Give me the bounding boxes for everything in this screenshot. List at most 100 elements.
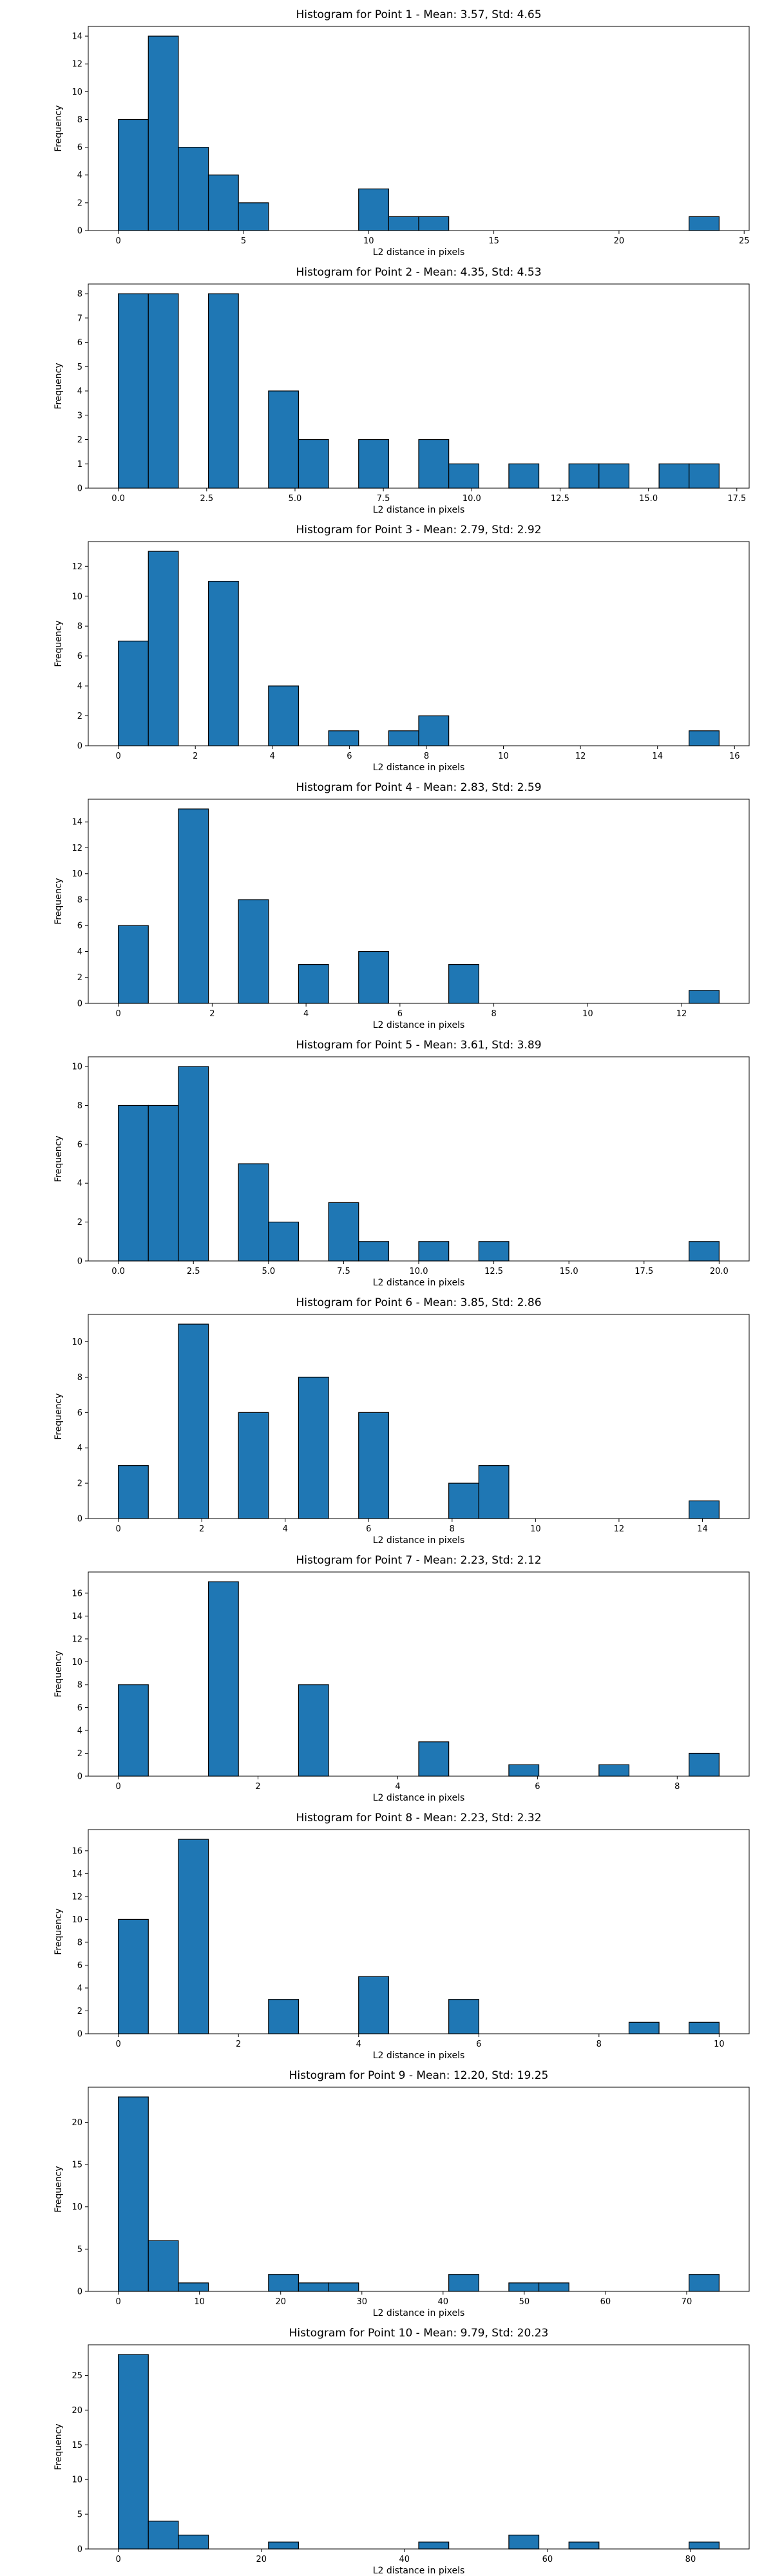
histogram-bar bbox=[598, 1764, 630, 1777]
x-tick-label: 4 bbox=[283, 1524, 288, 1534]
x-tick-label: 2 bbox=[236, 2040, 241, 2049]
histogram-panel-6: Histogram for Point 6 - Mean: 3.85, Std:… bbox=[53, 1296, 750, 1546]
axes-frame bbox=[88, 1829, 750, 2034]
x-tick-label: 40 bbox=[438, 2297, 449, 2307]
axes-frame bbox=[88, 1314, 750, 1519]
y-tick-label: 6 bbox=[77, 652, 82, 661]
y-tick-label: 1 bbox=[77, 460, 82, 469]
chart-title: Histogram for Point 7 - Mean: 2.23, Std:… bbox=[296, 1554, 541, 1567]
histogram-bar bbox=[358, 1241, 389, 1262]
axes-frame bbox=[88, 2344, 750, 2550]
histogram-bar bbox=[388, 216, 419, 231]
y-tick-label: 0 bbox=[77, 1257, 82, 1267]
histogram-bar bbox=[178, 1839, 209, 2034]
y-tick-label: 10 bbox=[72, 1658, 82, 1667]
histogram-bar bbox=[508, 2534, 540, 2550]
histogram-bar bbox=[178, 1066, 209, 1262]
y-tick-label: 2 bbox=[77, 1749, 82, 1759]
axes-frame bbox=[88, 1571, 750, 1777]
chart-title: Histogram for Point 5 - Mean: 3.61, Std:… bbox=[296, 1039, 541, 1052]
histogram-bar bbox=[689, 990, 720, 1004]
histogram-bar bbox=[207, 580, 239, 746]
y-axis-label: Frequency bbox=[53, 105, 64, 151]
x-tick-label: 4 bbox=[270, 752, 275, 761]
x-axis-label: L2 distance in pixels bbox=[373, 247, 465, 258]
x-axis-label: L2 distance in pixels bbox=[373, 505, 465, 515]
y-axis-label: Frequency bbox=[53, 878, 64, 924]
y-axis-label: Frequency bbox=[53, 1393, 64, 1439]
y-tick-label: 16 bbox=[72, 1846, 82, 1856]
x-tick-label: 8 bbox=[424, 752, 429, 761]
histogram-bar bbox=[118, 1918, 149, 2034]
x-tick-label: 10 bbox=[498, 752, 509, 761]
histogram-bar bbox=[689, 1752, 720, 1777]
x-tick-label: 4 bbox=[395, 1782, 400, 1792]
x-tick-label: 5.0 bbox=[289, 494, 302, 504]
histogram-bar bbox=[478, 1465, 510, 1519]
x-tick-label: 6 bbox=[347, 752, 352, 761]
x-tick-label: 8 bbox=[491, 1009, 496, 1019]
x-tick-label: 0 bbox=[115, 1524, 120, 1534]
y-tick-label: 10 bbox=[72, 1063, 82, 1072]
histogram-bar bbox=[148, 2521, 179, 2550]
x-tick-label: 6 bbox=[366, 1524, 371, 1534]
axes-frame bbox=[88, 2087, 750, 2292]
y-tick-label: 0 bbox=[77, 1515, 82, 1524]
y-tick-label: 8 bbox=[77, 1938, 82, 1947]
x-tick-label: 30 bbox=[356, 2297, 367, 2307]
histogram-bar bbox=[268, 1222, 300, 1262]
x-tick-label: 0 bbox=[115, 236, 120, 246]
histogram-bar bbox=[148, 35, 179, 231]
histogram-bar bbox=[448, 2274, 479, 2292]
histogram-bar bbox=[118, 2096, 149, 2292]
y-tick-label: 14 bbox=[72, 32, 82, 42]
x-tick-label: 5.0 bbox=[262, 1267, 275, 1276]
y-tick-label: 10 bbox=[72, 2476, 82, 2485]
y-tick-label: 12 bbox=[72, 844, 82, 853]
y-tick-label: 12 bbox=[72, 562, 82, 572]
histogram-bar bbox=[178, 2534, 209, 2550]
histogram-bar bbox=[207, 175, 239, 231]
histogram-bar bbox=[358, 951, 389, 1004]
histogram-bar bbox=[689, 216, 720, 231]
y-tick-label: 5 bbox=[77, 2510, 82, 2520]
histogram-bar bbox=[148, 1104, 179, 1262]
histogram-bar bbox=[118, 293, 149, 489]
y-axis-label: Frequency bbox=[53, 1135, 64, 1182]
histogram-bar bbox=[298, 2282, 329, 2292]
x-tick-label: 12.5 bbox=[484, 1267, 503, 1276]
x-tick-label: 0 bbox=[115, 1009, 120, 1019]
x-tick-label: 12 bbox=[676, 1009, 687, 1019]
x-tick-label: 40 bbox=[399, 2555, 410, 2564]
y-tick-label: 10 bbox=[72, 869, 82, 879]
x-tick-label: 20 bbox=[614, 236, 625, 246]
histogram-bar bbox=[568, 463, 600, 489]
x-tick-label: 10.0 bbox=[463, 494, 481, 504]
y-tick-label: 14 bbox=[72, 1870, 82, 1879]
axes-frame bbox=[88, 26, 750, 231]
histogram-bar bbox=[689, 1241, 720, 1262]
y-tick-label: 15 bbox=[72, 2161, 82, 2170]
x-tick-label: 0 bbox=[115, 2040, 120, 2049]
histogram-bar bbox=[508, 463, 540, 489]
histogram-bar bbox=[418, 1241, 450, 1262]
y-tick-label: 10 bbox=[72, 592, 82, 601]
y-tick-label: 2 bbox=[77, 435, 82, 445]
x-tick-label: 15.0 bbox=[639, 494, 658, 504]
x-tick-label: 6 bbox=[535, 1782, 540, 1792]
histogram-bar bbox=[328, 730, 359, 746]
x-tick-label: 20 bbox=[256, 2555, 267, 2564]
y-tick-label: 2 bbox=[77, 973, 82, 983]
histogram-bar bbox=[298, 964, 329, 1004]
x-tick-label: 50 bbox=[519, 2297, 530, 2307]
y-tick-label: 8 bbox=[77, 1373, 82, 1383]
histogram-bar bbox=[448, 1999, 479, 2034]
y-tick-label: 0 bbox=[77, 2030, 82, 2040]
y-tick-label: 0 bbox=[77, 742, 82, 752]
y-tick-label: 14 bbox=[72, 818, 82, 828]
x-tick-label: 6 bbox=[397, 1009, 403, 1019]
x-tick-label: 8 bbox=[596, 2040, 602, 2049]
x-tick-label: 2 bbox=[209, 1009, 215, 1019]
x-tick-label: 0 bbox=[115, 2555, 120, 2564]
